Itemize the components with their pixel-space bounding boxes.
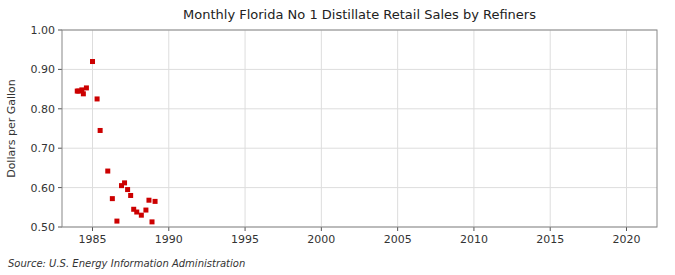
grid-line — [62, 108, 657, 109]
tick-label: 2010 — [460, 233, 488, 246]
point — [128, 193, 133, 198]
grid — [62, 30, 657, 227]
tick-label: 1995 — [231, 233, 259, 246]
grid-line — [473, 30, 474, 227]
point — [81, 91, 86, 96]
tick-label: 1.00 — [31, 24, 56, 37]
tick-mark — [58, 30, 62, 31]
tick-mark — [397, 227, 398, 231]
tick-label: 2000 — [307, 233, 335, 246]
tick-mark — [550, 227, 551, 231]
tick-mark — [321, 227, 322, 231]
y-axis-label: Dollars per Gallon — [5, 79, 18, 178]
tick-label: 0.50 — [31, 221, 56, 234]
tick-mark — [168, 227, 169, 231]
grid-line — [62, 187, 657, 188]
tick-label: 1990 — [155, 233, 183, 246]
tick-label: 1985 — [79, 233, 107, 246]
point — [105, 169, 110, 174]
tick-label: 0.70 — [31, 142, 56, 155]
tick-label: 0.60 — [31, 182, 56, 195]
point — [95, 96, 100, 101]
point — [134, 210, 139, 215]
point — [139, 213, 144, 218]
point — [84, 85, 89, 90]
tick-mark — [58, 108, 62, 109]
source-note: Source: U.S. Energy Information Administ… — [8, 258, 245, 269]
grid-line — [62, 69, 657, 70]
point — [110, 196, 115, 201]
chart: 1985 1990 1995 2000 2005 2010 2015 2020 0.50 0.60… — [0, 0, 675, 275]
title: Monthly Florida No 1 Distillate Retail S… — [183, 7, 536, 22]
grid-line — [321, 30, 322, 227]
tick-label: 2015 — [536, 233, 564, 246]
tick-mark — [58, 148, 62, 149]
grid-line — [168, 30, 169, 227]
tick-mark — [245, 227, 246, 231]
tick-mark — [473, 227, 474, 231]
point — [98, 128, 103, 133]
point — [153, 199, 158, 204]
tick-mark — [58, 187, 62, 188]
point — [143, 208, 148, 213]
point — [114, 219, 119, 224]
point — [150, 219, 155, 224]
grid-line — [397, 30, 398, 227]
grid-line — [626, 30, 627, 227]
tick-mark — [626, 227, 627, 231]
tick-mark — [92, 227, 93, 231]
plot-frame — [62, 30, 657, 227]
point — [125, 187, 130, 192]
tick-label: 0.90 — [31, 63, 56, 76]
grid-line — [550, 30, 551, 227]
tick-label: 2005 — [384, 233, 412, 246]
points — [75, 59, 158, 224]
point — [90, 59, 95, 64]
tick-label: 2020 — [612, 233, 640, 246]
point — [146, 198, 151, 203]
axes: 1985 1990 1995 2000 2005 2010 2015 2020 0.50 0.60… — [31, 24, 658, 246]
tick-label: 0.80 — [31, 103, 56, 116]
grid-line — [62, 148, 657, 149]
tick-mark — [58, 69, 62, 70]
point — [122, 180, 127, 185]
grid-line — [245, 30, 246, 227]
background — [0, 0, 675, 275]
tick-mark — [58, 227, 62, 228]
